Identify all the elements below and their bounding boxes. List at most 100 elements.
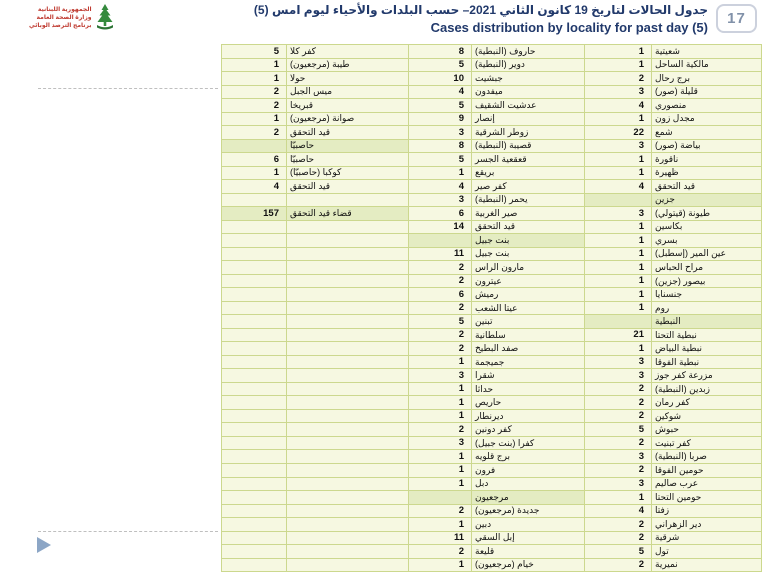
cell-locality-name: كفرا (بنت جبيل) <box>472 436 585 451</box>
cell-cases-value <box>409 234 472 248</box>
cell-locality-name: جديدة (مرجعيون) <box>472 504 585 519</box>
cell-cases-value: 2 <box>409 301 472 316</box>
table-row: 1 بسري <box>585 234 762 248</box>
cell-cases-value: 2 <box>222 99 287 113</box>
cell-locality-name: حداثا <box>472 382 585 397</box>
cell-locality-name: دوير (النبطية) <box>472 58 585 73</box>
cell-locality-name: قيد التحقق <box>287 180 409 194</box>
table-row: 1 ظهيرة <box>585 166 762 181</box>
table-row: 8 قصيبة (النبطية) <box>409 139 585 154</box>
cell-locality-name: كفر دونين <box>472 423 585 437</box>
table-row: 8 حاروف (النبطية) <box>409 45 585 59</box>
cell-locality-name: نبطية البياض <box>652 342 762 356</box>
cell-locality-name <box>287 477 409 492</box>
cell-locality-name <box>287 328 409 343</box>
cell-cases-value: 1 <box>585 153 652 167</box>
table-row: 6 صير الغربية <box>409 207 585 221</box>
cell-locality-name: تول <box>652 545 762 559</box>
cell-cases-value: 1 <box>409 450 472 464</box>
cell-locality-name <box>287 234 409 248</box>
cell-cases-value: 2 <box>585 409 652 424</box>
cell-cases-value <box>222 234 287 248</box>
cell-cases-value: 5 <box>409 153 472 167</box>
table-row: 11 إبل السقي <box>409 531 585 546</box>
table-row: 6 رميش <box>409 288 585 302</box>
cell-locality-name <box>287 491 409 505</box>
cell-cases-value: 4 <box>585 180 652 194</box>
cell-locality-name: يحمر (النبطية) <box>472 193 585 208</box>
cell-locality-name <box>287 463 409 478</box>
table-row: 1 جنسنايا <box>585 288 762 302</box>
table-row: 1 حومين التحتا <box>585 491 762 505</box>
cell-cases-value <box>222 423 287 437</box>
table-row: 3 يحمر (النبطية) <box>409 193 585 208</box>
title-arabic: جدول الحالات لتاريخ 19 كانون الثاني 2021… <box>253 3 708 17</box>
cell-locality-name: قيد التحقق <box>652 180 762 194</box>
table-row: 1 دبل <box>409 477 585 492</box>
cell-locality-name: قليلة (صور) <box>652 85 762 100</box>
cell-locality-name: بكاسين <box>652 220 762 235</box>
slide-title: جدول الحالات لتاريخ 19 كانون الثاني 2021… <box>254 2 708 36</box>
cases-table: 5 كفر كلا 1 طيبة (مرجعيون) 1 حولا 2 ميس الجبل 2 ق… <box>221 44 762 572</box>
cell-locality-name: شعيتية <box>652 45 762 59</box>
cell-locality-name: مجدل زون <box>652 112 762 127</box>
cell-locality-name: جزين <box>652 193 762 208</box>
title-english: Cases distribution by locality for past … <box>430 20 708 35</box>
cell-cases-value <box>222 504 287 519</box>
table-row: 5 كفر كلا <box>222 45 409 59</box>
table-row: 3 صربا (النبطية) <box>585 450 762 464</box>
cell-cases-value <box>222 274 287 289</box>
cell-cases-value: 1 <box>585 45 652 59</box>
cell-locality-name: كوكبا (حاصبيّا) <box>287 166 409 181</box>
cell-locality-name: ظهيرة <box>652 166 762 181</box>
table-row: 2 قليعة <box>409 545 585 559</box>
cell-cases-value: 1 <box>585 247 652 262</box>
cell-cases-value: 1 <box>409 396 472 410</box>
table-row <box>222 301 409 316</box>
cell-cases-value: 2 <box>409 545 472 559</box>
table-row: 4 منصوري <box>585 99 762 113</box>
cell-cases-value: 5 <box>409 315 472 329</box>
table-row: 1 حاريص <box>409 396 585 410</box>
cell-cases-value: 1 <box>585 288 652 302</box>
cell-locality-name: كفر رمان <box>652 396 762 410</box>
cell-cases-value: 3 <box>585 477 652 492</box>
cell-locality-name: شقرا <box>472 369 585 383</box>
table-row <box>222 369 409 383</box>
table-row <box>222 193 409 208</box>
cell-cases-value <box>585 315 652 329</box>
cell-cases-value <box>222 545 287 559</box>
cell-locality-name <box>287 423 409 437</box>
cell-locality-name: ناقورة <box>652 153 762 167</box>
table-row: 11 بنت جبيل <box>409 247 585 262</box>
table-row: 1 جميجمة <box>409 355 585 370</box>
placeholder-dashed-line-bottom <box>38 531 218 532</box>
cell-cases-value <box>222 328 287 343</box>
cell-cases-value: 2 <box>409 328 472 343</box>
cell-locality-name: بيصور (جزين) <box>652 274 762 289</box>
table-row: 2 ميس الجبل <box>222 85 409 100</box>
table-district-header-row: جزين <box>585 193 762 208</box>
table-row: 2 كفر دونين <box>409 423 585 437</box>
cell-cases-value: 1 <box>222 58 287 73</box>
table-row: 1 حداثا <box>409 382 585 397</box>
cell-locality-name: عين المير (إسطبل) <box>652 247 762 262</box>
cedar-tree-icon <box>96 4 113 30</box>
table-column-group-right: 1 شعيتية 1 مالكية الساحل 2 برج رحال 3 قليلة (صو… <box>585 45 762 572</box>
table-row: 1 برج قلويه <box>409 450 585 464</box>
cell-locality-name <box>287 288 409 302</box>
cell-locality-name: بسري <box>652 234 762 248</box>
logo-line-1: الجمهورية اللبنانية <box>37 6 92 13</box>
cell-cases-value: 2 <box>585 396 652 410</box>
cell-cases-value: 4 <box>409 180 472 194</box>
table-row: 3 شقرا <box>409 369 585 383</box>
cell-locality-name: بنت جبيل <box>472 234 585 248</box>
cell-locality-name: مالكية الساحل <box>652 58 762 73</box>
cell-locality-name: صفد البطيخ <box>472 342 585 356</box>
table-row: 1 فرون <box>409 463 585 478</box>
cell-cases-value: 21 <box>585 328 652 343</box>
cell-cases-value: 3 <box>585 139 652 154</box>
cell-locality-name: عيتا الشعب <box>472 301 585 316</box>
table-row: 1 مالكية الساحل <box>585 58 762 73</box>
